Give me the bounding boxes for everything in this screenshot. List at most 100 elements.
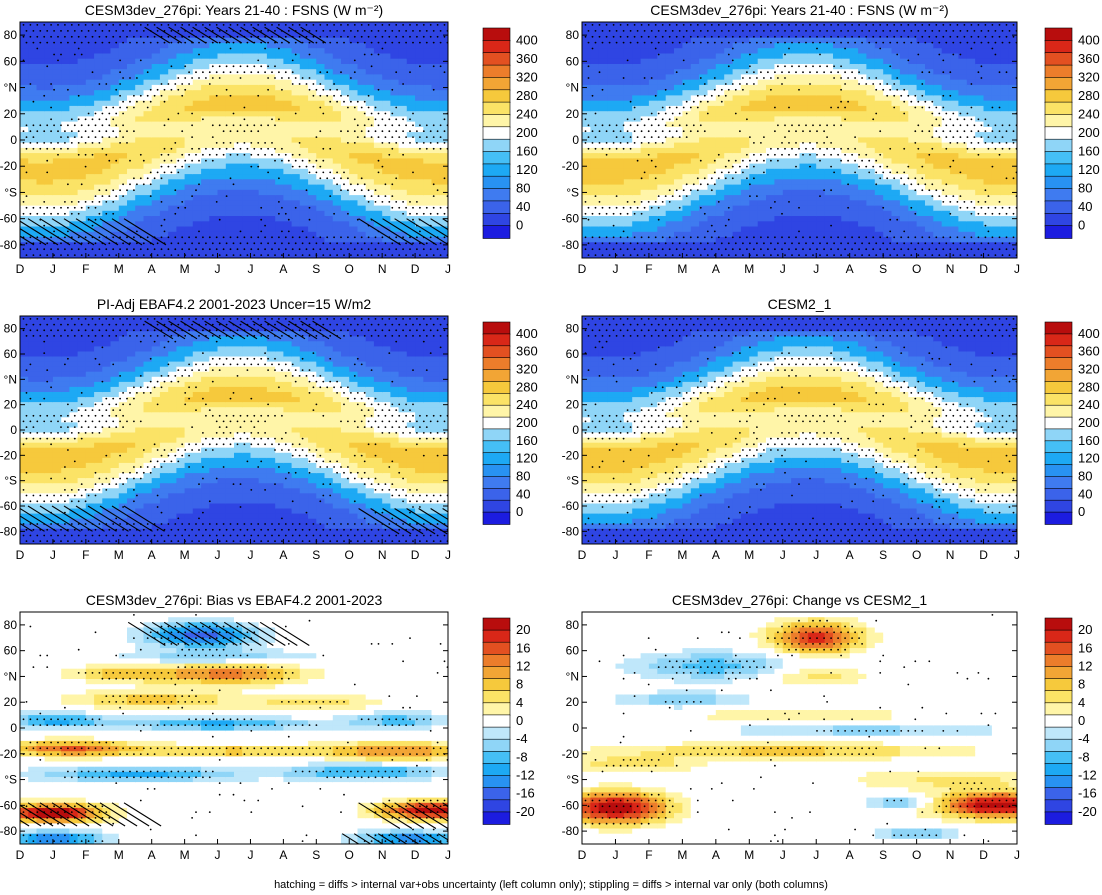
heatmap-cell (674, 32, 684, 39)
heatmap-cell (640, 79, 650, 86)
heatmap-cell (782, 226, 792, 233)
heatmap-cell (398, 237, 408, 243)
heatmap-cell (61, 158, 71, 165)
heatmap-cell (201, 100, 211, 107)
stipple-dot (405, 206, 407, 209)
heatmap-cell (833, 147, 843, 154)
stipple-dot (39, 124, 42, 127)
stipple-dot (260, 65, 263, 68)
heatmap-cell (250, 43, 260, 49)
heatmap-cell (632, 242, 642, 249)
heatmap-cell (168, 221, 178, 228)
stipple-dot (281, 254, 283, 256)
heatmap-cell (390, 231, 400, 238)
heatmap-cell (623, 43, 633, 49)
heatmap-cell (192, 189, 202, 196)
heatmap-cell (250, 184, 260, 191)
heatmap-cell (135, 37, 145, 44)
heatmap-cell (135, 216, 145, 222)
heatmap-cell (234, 100, 243, 107)
stipple-dot (67, 88, 69, 91)
heatmap-cell (707, 90, 717, 97)
heatmap-cell (299, 111, 309, 118)
heatmap-cell (740, 126, 751, 133)
heatmap-cell (598, 116, 608, 123)
heatmap-cell (682, 95, 692, 102)
heatmap-cell (283, 58, 293, 65)
heatmap-cell (791, 237, 801, 243)
heatmap-cell (699, 37, 709, 44)
heatmap-cell (324, 111, 334, 118)
heatmap-cell (431, 210, 441, 217)
heatmap-cell (135, 252, 145, 258)
heatmap-cell (607, 247, 617, 254)
heatmap-cell (782, 100, 792, 107)
stipple-dot (340, 94, 342, 97)
stipple-dot (67, 136, 69, 139)
heatmap-cell (151, 231, 161, 238)
heatmap-cell (242, 43, 252, 49)
heatmap-cell (740, 200, 751, 207)
heatmap-cell (824, 84, 834, 91)
hatch-line (111, 218, 155, 246)
heatmap-cell (398, 137, 408, 144)
heatmap-cell (740, 189, 751, 196)
heatmap-cell (398, 64, 408, 70)
heatmap-cell (184, 195, 194, 202)
stipple-dot (384, 195, 387, 198)
heatmap-cell (258, 168, 268, 175)
heatmap-cell (85, 132, 95, 139)
heatmap-cell (415, 116, 425, 123)
heatmap-cell (824, 189, 834, 196)
heatmap-cell (623, 126, 633, 133)
heatmap-cell (648, 121, 659, 128)
heatmap-cell (665, 153, 675, 160)
heatmap-cell (266, 100, 276, 107)
heatmap-cell (308, 53, 318, 60)
heatmap-cell (665, 90, 675, 97)
heatmap-cell (28, 27, 38, 34)
heatmap-cell (44, 195, 54, 202)
heatmap-cell (44, 210, 54, 217)
heatmap-cell (266, 48, 276, 55)
heatmap-cell (833, 64, 843, 70)
stipple-dot (312, 24, 315, 26)
stipple-dot (64, 201, 66, 203)
stipple-dot (429, 236, 432, 239)
stipple-dot (377, 171, 380, 174)
stipple-dot (46, 30, 49, 32)
heatmap-cell (715, 90, 725, 97)
heatmap-cell (582, 105, 592, 112)
stipple-dot (412, 218, 414, 221)
stipple-dot (374, 24, 377, 26)
colorbar-swatch (482, 200, 511, 215)
heatmap-cell (699, 184, 709, 191)
heatmap-cell (332, 22, 342, 28)
heatmap-cell (94, 27, 104, 34)
heatmap-cell (28, 90, 38, 97)
stipple-dot (64, 35, 66, 38)
heatmap-cell (349, 200, 359, 207)
stipple-dot (94, 218, 97, 221)
heatmap-cell (135, 58, 145, 65)
heatmap-cell (715, 48, 725, 55)
stipple-dot (122, 30, 124, 32)
heatmap-cell (398, 142, 408, 149)
stipple-dot (208, 24, 211, 26)
heatmap-cell (69, 95, 79, 102)
heatmap-cell (299, 168, 309, 175)
heatmap-cell (52, 116, 62, 123)
stipple-dot (195, 248, 197, 251)
heatmap-cell (151, 221, 161, 228)
heatmap-cell (791, 179, 801, 186)
heatmap-cell (94, 100, 104, 107)
heatmap-cell (816, 247, 826, 254)
stipple-dot (22, 130, 25, 133)
heatmap-cell (20, 27, 29, 34)
heatmap-cell (85, 221, 95, 228)
heatmap-cell (332, 48, 342, 55)
heatmap-cell (707, 27, 717, 34)
heatmap-cell (699, 27, 709, 34)
heatmap-cell (291, 137, 301, 144)
heatmap-cell (766, 64, 776, 70)
